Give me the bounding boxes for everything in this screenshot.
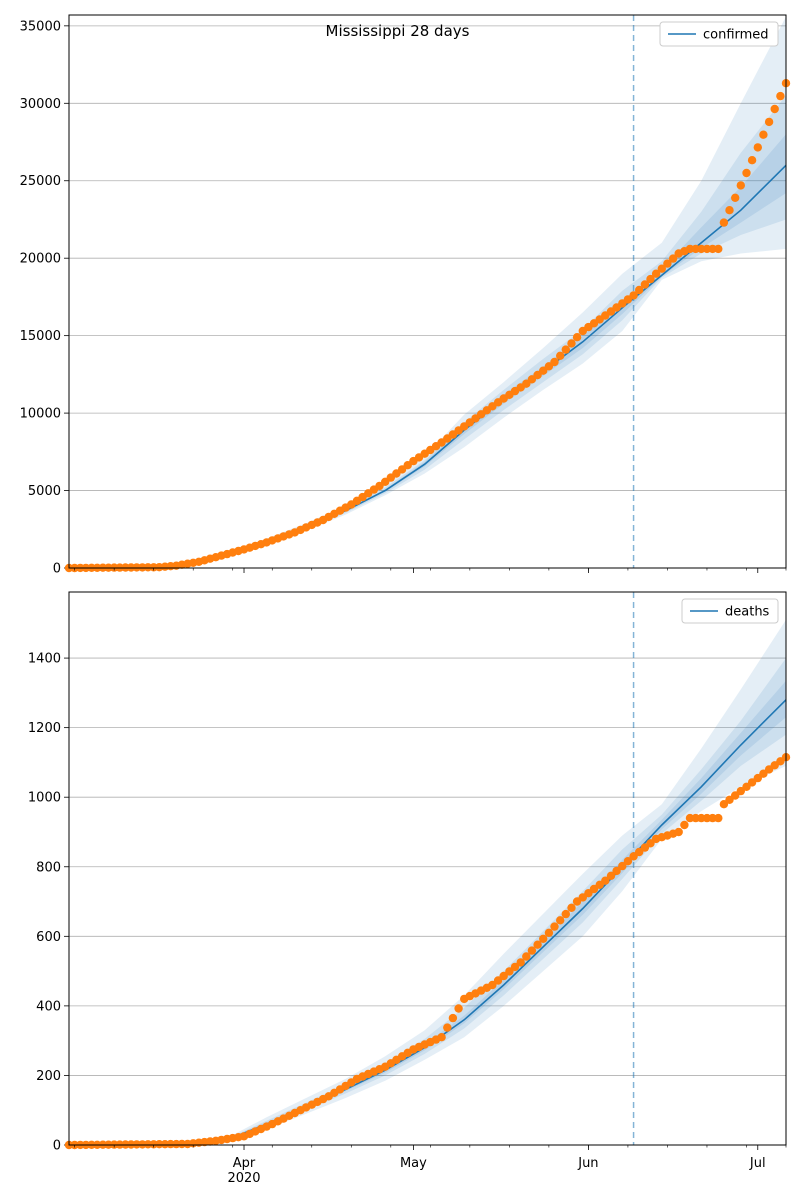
observed-point	[561, 345, 570, 354]
axes-frame	[68, 14, 787, 569]
observed-point	[753, 143, 762, 152]
observed-point	[725, 206, 734, 215]
observed-point	[561, 909, 570, 919]
legend-label: deaths	[725, 605, 770, 620]
observed-point	[776, 91, 785, 101]
observed-point	[646, 274, 655, 284]
observed-point	[499, 971, 508, 981]
observed-point	[618, 861, 627, 871]
y-tick-label: 0	[53, 562, 61, 577]
observed-point	[759, 130, 768, 139]
y-tick-label: 200	[36, 1069, 61, 1084]
x-tick-label: Apr	[233, 1156, 256, 1171]
observed-point	[731, 193, 740, 202]
observed-point	[572, 333, 582, 342]
observed-point	[527, 375, 537, 384]
y-tick-label: 0	[53, 1139, 61, 1154]
observed-point	[556, 351, 565, 360]
observed-point	[488, 980, 497, 990]
legend-box	[659, 21, 779, 47]
observed-point	[680, 820, 689, 830]
observed-point	[510, 962, 520, 972]
observed-point	[736, 181, 745, 190]
observed-point	[736, 786, 745, 796]
observed-point	[606, 871, 616, 880]
observed-point	[759, 769, 768, 778]
model-line	[68, 699, 787, 1146]
y-tick-label: 1200	[28, 721, 61, 736]
y-tick-label: 1400	[28, 652, 61, 667]
y-tick-label: 800	[36, 860, 61, 875]
observed-point	[651, 269, 661, 278]
observed-point	[567, 339, 576, 348]
confidence-band	[69, 658, 786, 1145]
legend: confirmed	[659, 21, 779, 47]
confidence-band	[69, 134, 786, 569]
observed-point	[612, 866, 621, 876]
observed-point	[623, 857, 633, 866]
observed-point	[550, 357, 559, 367]
axes-frame	[68, 591, 787, 1146]
observed-point	[556, 916, 565, 925]
observed-point	[516, 958, 525, 967]
observed-point	[454, 1004, 463, 1013]
y-tick-label: 20000	[20, 252, 61, 267]
confidence-band	[69, 95, 786, 568]
observed-point	[539, 934, 548, 943]
observed-point	[770, 104, 779, 114]
confidence-band	[69, 619, 786, 1145]
observed-point	[567, 903, 576, 912]
observed-point	[522, 952, 531, 961]
x-year-label: 2020	[227, 1171, 260, 1186]
observed-point	[747, 156, 757, 165]
observed-point	[640, 280, 650, 289]
observed-point	[437, 1033, 446, 1042]
observed-point	[747, 778, 757, 787]
observed-point	[544, 928, 554, 937]
observed-point	[539, 366, 548, 375]
y-tick-label: 35000	[20, 19, 61, 34]
observed-point	[505, 967, 514, 976]
observed-point	[550, 922, 559, 931]
observed-point	[629, 291, 638, 300]
x-tick-label: Jul	[749, 1156, 766, 1171]
observed-point	[601, 876, 610, 885]
observed-point	[764, 117, 774, 127]
observed-point	[714, 244, 723, 254]
legend-label: confirmed	[703, 28, 769, 43]
x-tick-label: Jun	[577, 1156, 598, 1171]
observed-point	[674, 827, 683, 837]
observed-point	[663, 259, 672, 268]
confirmed-panel: 0 5000 10000 15000 20000 25000 30000 35000 Missi…	[20, 14, 791, 577]
legend: deaths	[681, 598, 779, 624]
y-tick-label: 30000	[20, 97, 61, 112]
observed-point	[742, 168, 751, 178]
y-tick-label: 10000	[20, 407, 61, 422]
observed-point	[657, 264, 666, 273]
y-tick-label: 600	[36, 930, 61, 945]
chart-title: Mississippi 28 days	[326, 22, 470, 40]
legend-box	[681, 598, 779, 624]
y-tick-label: 400	[36, 999, 61, 1014]
observed-point	[493, 976, 503, 985]
observed-point	[448, 1013, 458, 1023]
observed-point	[635, 847, 644, 857]
y-tick-label: 5000	[28, 484, 61, 499]
observed-point	[533, 940, 542, 949]
observed-point	[714, 813, 723, 823]
y-tick-label: 1000	[28, 791, 61, 806]
observed-point	[725, 795, 734, 804]
y-tick-label: 15000	[20, 329, 61, 344]
observed-point	[719, 218, 729, 227]
observed-point	[527, 946, 537, 955]
observed-point	[443, 1023, 452, 1032]
observed-point	[668, 254, 678, 263]
confidence-band	[69, 16, 786, 568]
x-tick-label: May	[400, 1156, 427, 1171]
y-tick-label: 25000	[20, 174, 61, 189]
observed-point	[635, 285, 644, 295]
